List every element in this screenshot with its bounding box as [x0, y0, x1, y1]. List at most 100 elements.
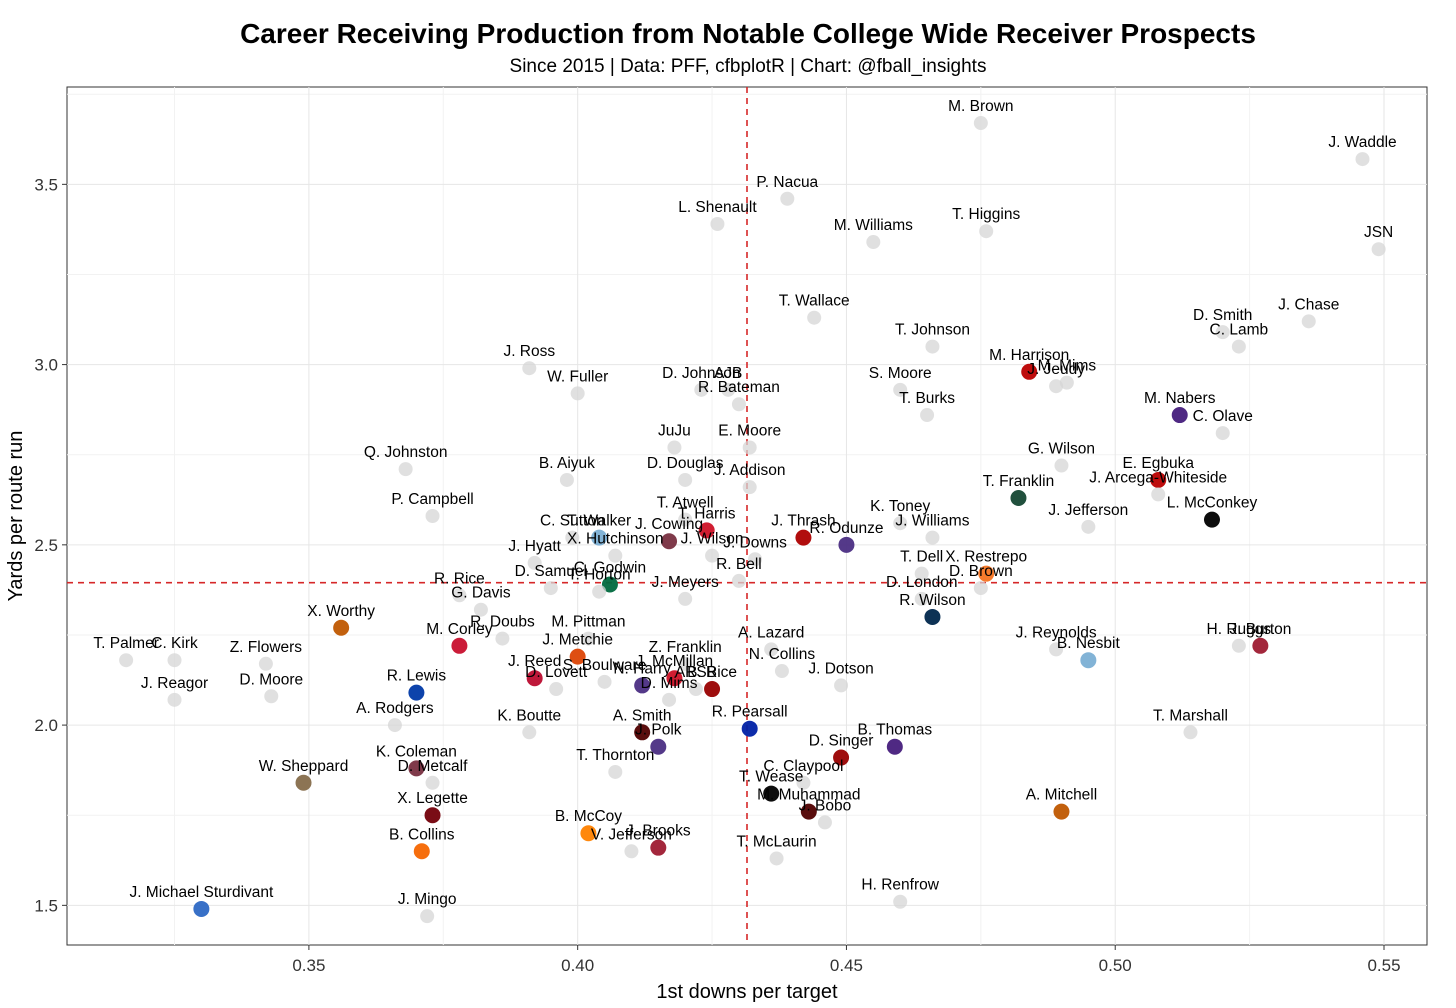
data-label: J. Bobo	[799, 797, 852, 814]
data-label: T. Higgins	[952, 206, 1020, 223]
data-label: J. Wilson	[681, 531, 744, 548]
data-label: K. Coleman	[376, 743, 457, 760]
data-point	[710, 216, 725, 231]
y-tick-label: 2.5	[34, 536, 58, 555]
reference-lines	[67, 87, 1427, 945]
data-label: Q. Johnston	[364, 444, 448, 461]
data-point	[413, 843, 430, 860]
data-point	[1059, 375, 1074, 390]
data-label: C. Godwin	[574, 559, 646, 576]
data-point	[705, 548, 720, 563]
data-point	[522, 725, 537, 740]
data-label: M. Williams	[834, 217, 913, 234]
data-label: M. Brown	[948, 98, 1013, 115]
data-point	[597, 674, 612, 689]
data-point	[1010, 489, 1027, 506]
data-label: G. Davis	[451, 585, 511, 602]
x-axis-title: 1st downs per target	[656, 981, 838, 1003]
data-point	[1301, 314, 1316, 329]
data-point	[769, 851, 784, 866]
data-label: R. Doubs	[470, 614, 535, 631]
data-label: M. Corley	[426, 621, 493, 638]
data-point	[570, 386, 585, 401]
data-point	[893, 382, 908, 397]
data-label: N. Collins	[749, 646, 816, 663]
y-axis-title: Yards per route run	[5, 431, 27, 602]
data-point	[167, 692, 182, 707]
data-label: S. Boulware	[563, 657, 647, 674]
data-point	[650, 839, 667, 856]
data-point	[591, 529, 608, 546]
data-point	[817, 815, 832, 830]
data-label: P. Nacua	[756, 174, 818, 191]
data-point	[731, 573, 746, 588]
data-point	[742, 480, 757, 495]
data-label: B. Thomas	[857, 722, 932, 739]
data-label: M. Pittman	[551, 614, 625, 631]
data-point	[549, 682, 564, 697]
data-label: T. Horton	[568, 567, 631, 584]
data-point	[1151, 487, 1166, 502]
y-axis-ticks: 1.5 2.0 2.5 3.0 3.5	[34, 175, 67, 915]
data-label: C. Kirk	[151, 635, 198, 652]
data-label: T. Atwell	[657, 495, 714, 512]
data-point	[420, 909, 435, 924]
data-point	[167, 653, 182, 668]
data-label: E. Egbuka	[1122, 455, 1194, 472]
data-point	[473, 602, 488, 617]
data-point	[1049, 642, 1064, 657]
data-point	[295, 774, 312, 791]
data-label: W. Fuller	[547, 368, 608, 385]
data-point	[1371, 242, 1386, 257]
data-point	[452, 588, 467, 603]
data-point	[748, 552, 763, 567]
data-label: JuJu	[658, 423, 691, 440]
data-point	[634, 677, 651, 694]
data-point	[678, 512, 693, 527]
data-point	[666, 670, 683, 687]
x-tick-label: 0.35	[292, 956, 325, 975]
data-point	[425, 775, 440, 790]
data-point	[833, 749, 850, 766]
y-tick-label: 3.5	[34, 175, 58, 194]
data-label: T. Harris	[678, 505, 736, 522]
data-label: D. Moore	[239, 671, 303, 688]
data-point	[1171, 407, 1188, 424]
data-point	[1049, 379, 1064, 394]
data-point	[495, 631, 510, 646]
data-label: R. Bell	[716, 556, 762, 573]
data-label: L. McConkey	[1167, 495, 1258, 512]
data-point	[780, 191, 795, 206]
data-labels: M. Brown J. Waddle P. Nacua T. Higgins L. Sh…	[93, 98, 1396, 908]
data-point	[569, 648, 586, 665]
data-point	[764, 642, 779, 657]
data-point	[886, 738, 903, 755]
data-point	[634, 724, 651, 741]
data-point	[264, 689, 279, 704]
y-tick-label: 2.0	[34, 716, 58, 735]
data-label: X. Worthy	[307, 603, 375, 620]
data-point	[742, 440, 757, 455]
data-point	[914, 591, 929, 606]
data-label: C. Claypool	[763, 758, 843, 775]
data-label: T. Walker	[567, 513, 631, 530]
data-point	[973, 116, 988, 131]
data-label: D. Samuel	[515, 563, 587, 580]
data-point	[662, 692, 677, 707]
data-label: D. Smith	[1193, 307, 1252, 324]
data-point	[581, 631, 596, 646]
data-point	[608, 548, 623, 563]
data-point	[925, 530, 940, 545]
data-point	[1355, 152, 1370, 167]
data-label: J. Cowing	[635, 516, 703, 533]
data-point	[893, 894, 908, 909]
data-point	[698, 522, 715, 539]
data-point	[1231, 638, 1246, 653]
data-label: T. Burks	[899, 390, 955, 407]
data-label: J. Burton	[1229, 621, 1291, 638]
data-point	[978, 565, 995, 582]
data-point	[925, 339, 940, 354]
data-label: M. Harrison	[989, 347, 1069, 364]
data-label: P. Campbell	[391, 491, 473, 508]
data-label: D. Metcalf	[398, 758, 468, 775]
